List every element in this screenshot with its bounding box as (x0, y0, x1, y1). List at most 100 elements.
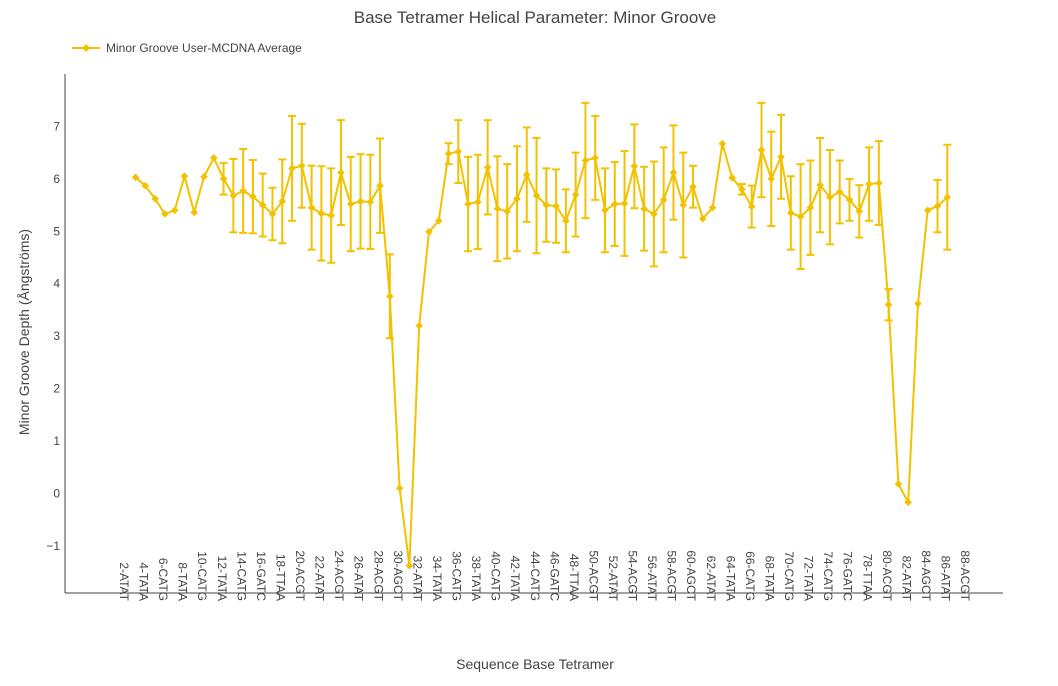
data-point[interactable] (738, 185, 746, 194)
series-markers[interactable] (131, 139, 952, 570)
data-point[interactable] (933, 202, 942, 210)
data-point[interactable] (444, 149, 453, 158)
x-tick-label: 86-ATAT (939, 556, 953, 602)
data-point[interactable] (620, 199, 629, 208)
data-point[interactable] (210, 154, 218, 162)
data-point[interactable] (747, 202, 756, 211)
x-tick-label: 44-CATG (528, 551, 542, 601)
y-tick-label: 3 (53, 329, 60, 343)
legend[interactable]: Minor Groove User-MCDNA Average (72, 41, 302, 55)
data-point[interactable] (483, 163, 492, 172)
data-point[interactable] (366, 198, 375, 206)
data-point[interactable] (640, 204, 648, 213)
data-point[interactable] (474, 198, 482, 206)
x-tick-label: 36-CATG (450, 551, 464, 601)
y-axis-title: Minor Groove Depth (Ångströms) (16, 229, 32, 435)
data-point[interactable] (777, 153, 785, 161)
data-point[interactable] (581, 156, 590, 165)
data-point[interactable] (884, 300, 893, 309)
data-point[interactable] (728, 174, 736, 182)
x-tick-label: 40-CATG (489, 551, 503, 601)
data-point[interactable] (386, 292, 394, 301)
data-point[interactable] (307, 203, 316, 212)
data-point[interactable] (610, 200, 619, 208)
data-point[interactable] (923, 206, 932, 215)
data-point[interactable] (630, 162, 639, 171)
data-point[interactable] (503, 207, 511, 216)
data-point[interactable] (718, 139, 727, 148)
data-point[interactable] (855, 207, 864, 216)
data-point[interactable] (288, 164, 296, 173)
data-point[interactable] (454, 147, 463, 156)
data-point[interactable] (904, 498, 912, 507)
data-point[interactable] (679, 201, 688, 209)
x-tick-label: 70-CATG (782, 551, 796, 601)
data-point[interactable] (591, 154, 600, 162)
data-point[interactable] (699, 214, 707, 223)
data-point[interactable] (298, 161, 306, 170)
data-point[interactable] (552, 202, 560, 210)
y-tick-label: 5 (53, 224, 60, 238)
data-point[interactable] (571, 190, 580, 199)
data-point[interactable] (405, 561, 414, 570)
data-point[interactable] (356, 197, 365, 206)
data-point[interactable] (757, 146, 766, 154)
data-point[interactable] (317, 209, 326, 218)
data-point[interactable] (464, 200, 472, 208)
data-point[interactable] (415, 321, 423, 330)
data-point[interactable] (767, 175, 776, 183)
data-point[interactable] (493, 204, 502, 213)
data-point[interactable] (894, 480, 903, 488)
data-point[interactable] (542, 201, 551, 209)
data-point[interactable] (190, 208, 199, 217)
data-point[interactable] (914, 299, 922, 308)
x-tick-label: 16-GATC (254, 551, 268, 601)
data-point[interactable] (200, 172, 208, 181)
data-point[interactable] (395, 484, 404, 492)
data-point[interactable] (875, 179, 883, 187)
data-point[interactable] (669, 168, 678, 177)
data-point[interactable] (835, 188, 844, 196)
x-tick-label: 62-ATAT (704, 556, 718, 602)
data-point[interactable] (650, 210, 658, 218)
data-point[interactable] (249, 192, 257, 201)
data-point[interactable] (239, 187, 247, 195)
data-point[interactable] (180, 172, 189, 181)
data-point[interactable] (943, 193, 952, 201)
data-point[interactable] (532, 191, 541, 200)
data-point[interactable] (659, 196, 668, 204)
data-point[interactable] (796, 212, 805, 221)
data-point[interactable] (865, 180, 873, 188)
data-point[interactable] (845, 196, 854, 204)
data-point[interactable] (229, 191, 238, 200)
data-point[interactable] (151, 194, 159, 203)
data-point[interactable] (522, 170, 531, 179)
data-point[interactable] (278, 197, 287, 206)
data-point[interactable] (562, 216, 570, 225)
data-point[interactable] (787, 209, 795, 217)
data-point[interactable] (170, 206, 179, 215)
x-tick-label: 8-TATA (176, 562, 190, 601)
data-point[interactable] (376, 181, 384, 190)
data-point[interactable] (258, 201, 267, 209)
data-point[interactable] (327, 211, 335, 220)
chart-title: Base Tetramer Helical Parameter: Minor G… (354, 8, 717, 27)
data-point[interactable] (708, 203, 717, 212)
data-point[interactable] (268, 210, 277, 218)
data-point[interactable] (601, 206, 609, 215)
data-point[interactable] (689, 182, 697, 191)
data-point[interactable] (161, 210, 169, 218)
data-point[interactable] (346, 200, 355, 208)
data-point[interactable] (816, 181, 824, 189)
data-point[interactable] (131, 173, 140, 182)
data-point[interactable] (219, 175, 228, 183)
data-point[interactable] (141, 181, 150, 190)
x-tick-label: 24-ACGT (332, 550, 346, 601)
x-tick-label: 6-CATG (156, 558, 170, 601)
data-point[interactable] (337, 168, 345, 177)
data-point[interactable] (434, 216, 443, 225)
data-point[interactable] (826, 193, 834, 201)
data-point[interactable] (513, 194, 521, 203)
data-point[interactable] (806, 203, 815, 212)
data-point[interactable] (425, 227, 433, 236)
